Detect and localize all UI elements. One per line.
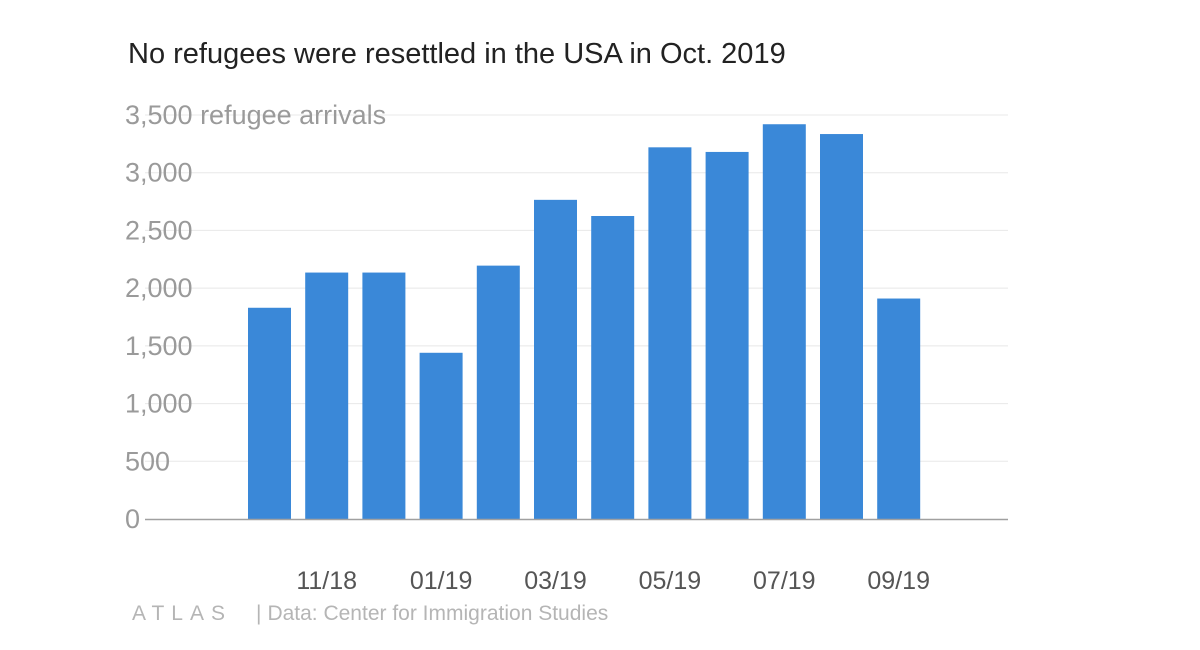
y-tick-label: 1,500	[125, 331, 193, 361]
bar-11-18	[305, 272, 349, 519]
x-tick-label: 07/19	[753, 567, 816, 595]
chart-title: No refugees were resettled in the USA in…	[128, 38, 786, 70]
bar-09-19	[877, 298, 921, 519]
bar-08-19	[820, 134, 863, 519]
x-tick-label: 09/19	[867, 567, 930, 595]
bar-12-18	[362, 272, 406, 519]
bar-10-18	[248, 307, 291, 519]
x-tick-label: 11/18	[296, 567, 357, 595]
bar-03-19	[534, 199, 577, 519]
x-tick-label: 01/19	[410, 567, 473, 595]
y-tick-label: 2,500	[125, 215, 193, 245]
y-tick-label: 1,000	[125, 389, 193, 419]
y-tick-label: 3,000	[125, 158, 193, 188]
chart-footer: ATLAS | Data: Center for Immigration Stu…	[132, 602, 608, 626]
atlas-logo: ATLAS	[132, 602, 232, 625]
bar-07-19	[762, 124, 806, 519]
bar-05-19	[648, 147, 692, 519]
x-tick-label: 03/19	[524, 567, 587, 595]
bar-01-19	[419, 352, 463, 519]
data-source: Data: Center for Immigration Studies	[267, 602, 609, 625]
y-tick-label: 3,500 refugee arrivals	[125, 100, 386, 130]
footer-separator: |	[255, 602, 262, 625]
y-tick-label: 0	[125, 504, 140, 534]
bar-02-19	[476, 265, 520, 519]
bar-04-19	[591, 216, 635, 519]
y-tick-label: 2,000	[125, 273, 193, 303]
x-tick-label: 05/19	[639, 567, 702, 595]
y-tick-label: 500	[125, 446, 170, 476]
bar-06-19	[705, 151, 749, 520]
